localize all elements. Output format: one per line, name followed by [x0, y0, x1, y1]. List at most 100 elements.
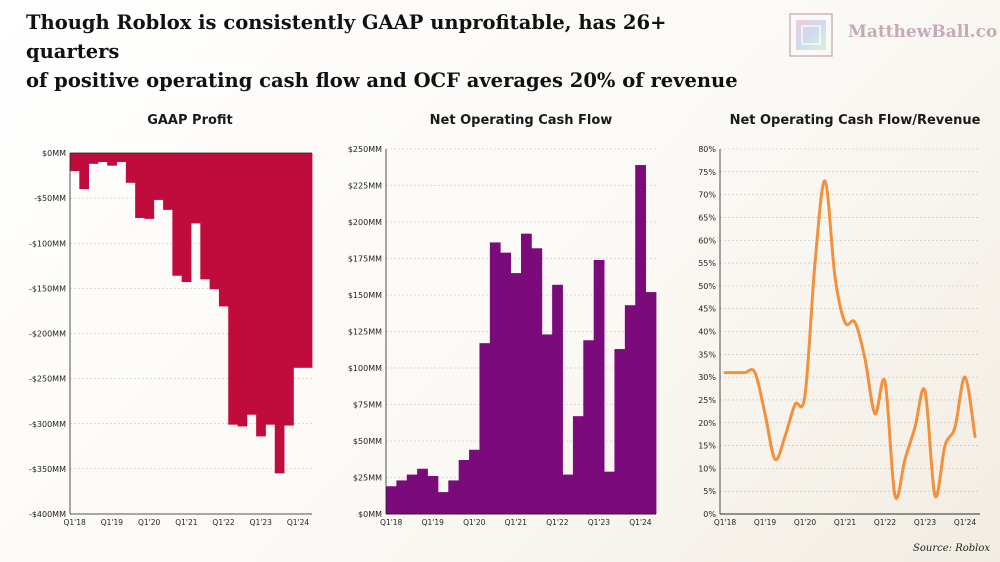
- y-tick-label: -$200MM: [29, 330, 66, 339]
- bar: [135, 153, 145, 218]
- bar: [293, 153, 304, 368]
- bar: [635, 165, 647, 514]
- y-tick-label: $0MM: [358, 510, 382, 519]
- y-tick-label: $250MM: [348, 145, 382, 154]
- bar: [448, 480, 460, 514]
- x-tick-label: Q1'23: [914, 518, 937, 527]
- x-tick-label: Q1'24: [287, 518, 310, 527]
- bar: [614, 349, 626, 514]
- bar: [521, 233, 532, 514]
- y-tick-label: $175MM: [348, 255, 382, 264]
- bar: [583, 340, 595, 514]
- bar: [200, 153, 211, 280]
- y-tick-label: -$150MM: [29, 284, 66, 293]
- y-tick-label: -$350MM: [29, 465, 66, 474]
- bar: [510, 273, 522, 514]
- y-tick-label: -$100MM: [29, 239, 66, 248]
- chart-title-ratio: Net Operating Cash Flow/Revenue: [729, 113, 981, 128]
- y-tick-label: 25%: [698, 396, 716, 405]
- data-point: [933, 494, 937, 497]
- data-point: [883, 380, 887, 383]
- data-point: [723, 371, 727, 374]
- bar: [500, 252, 512, 514]
- y-tick-label: 75%: [698, 168, 716, 177]
- x-tick-label: Q1'21: [834, 518, 857, 527]
- y-tick-label: $225MM: [348, 182, 382, 191]
- x-tick-label: Q1'23: [588, 518, 611, 527]
- bar: [88, 153, 99, 164]
- headline: Though Roblox is consistently GAAP unpro…: [26, 8, 746, 95]
- x-tick-label: Q1'21: [505, 518, 528, 527]
- y-tick-label: $75MM: [353, 401, 382, 410]
- data-point: [793, 403, 797, 406]
- data-point: [833, 275, 837, 278]
- data-point: [743, 371, 747, 374]
- y-tick-label: 55%: [698, 259, 716, 268]
- x-tick-label: Q1'19: [754, 518, 777, 527]
- bar: [218, 153, 229, 307]
- bar: [562, 474, 574, 514]
- x-tick-label: Q1'22: [546, 518, 569, 527]
- y-tick-label: 60%: [698, 236, 716, 245]
- data-point: [893, 494, 897, 497]
- bar: [624, 305, 636, 514]
- data-point: [913, 426, 917, 429]
- x-tick-label: Q1'22: [212, 518, 235, 527]
- bar: [396, 480, 408, 514]
- bar: [228, 153, 238, 425]
- bar: [237, 153, 248, 427]
- data-point: [873, 412, 877, 415]
- bar: [265, 153, 276, 425]
- y-tick-label: $0MM: [42, 149, 66, 158]
- y-tick-label: 5%: [703, 487, 716, 496]
- data-point: [773, 458, 777, 461]
- bar: [70, 153, 80, 172]
- headline-line-2: of positive operating cash flow and OCF …: [26, 69, 738, 92]
- data-point: [863, 357, 867, 361]
- data-point: [803, 394, 807, 397]
- y-tick-label: -$300MM: [29, 420, 66, 429]
- data-point: [813, 261, 817, 265]
- bar: [437, 492, 449, 514]
- bar: [552, 284, 563, 514]
- data-point: [763, 412, 767, 415]
- bar: [593, 259, 605, 514]
- bar: [541, 334, 553, 514]
- y-tick-label: 65%: [698, 213, 716, 222]
- y-tick-label: 10%: [698, 464, 716, 473]
- chart-title-gaap: GAAP Profit: [147, 113, 233, 128]
- bar: [97, 153, 108, 163]
- y-tick-label: $100MM: [348, 364, 382, 373]
- chart-title-ocf: Net Operating Cash Flow: [429, 113, 613, 128]
- bar: [256, 153, 266, 437]
- y-tick-label: $150MM: [348, 291, 382, 300]
- logo-text: MatthewBall.co: [848, 22, 998, 42]
- x-tick-label: Q1'20: [463, 518, 486, 527]
- data-point: [963, 375, 967, 379]
- y-tick-label: 70%: [698, 191, 716, 200]
- bar: [386, 486, 397, 514]
- data-point: [823, 179, 827, 183]
- bar: [79, 153, 90, 190]
- bar: [302, 153, 313, 368]
- y-tick-label: -$250MM: [29, 375, 66, 384]
- x-tick-label: Q1'18: [380, 518, 403, 527]
- y-tick-label: 50%: [698, 282, 716, 291]
- bar: [163, 153, 173, 210]
- series-line: [723, 179, 977, 500]
- headline-line-1: Though Roblox is consistently GAAP unpro…: [26, 11, 667, 63]
- bar: [284, 153, 294, 426]
- y-tick-label: 15%: [698, 442, 716, 451]
- bar: [469, 449, 480, 514]
- y-tick-label: 35%: [698, 350, 716, 359]
- x-tick-label: Q1'18: [714, 518, 737, 527]
- y-tick-label: 40%: [698, 328, 716, 337]
- data-point: [733, 371, 737, 374]
- y-tick-label: 30%: [698, 373, 716, 382]
- y-tick-label: 0%: [703, 510, 716, 519]
- y-tick-label: 45%: [698, 305, 716, 314]
- logo-icon: [789, 13, 833, 57]
- bar: [181, 153, 192, 283]
- data-point: [943, 444, 947, 447]
- bar: [153, 153, 164, 200]
